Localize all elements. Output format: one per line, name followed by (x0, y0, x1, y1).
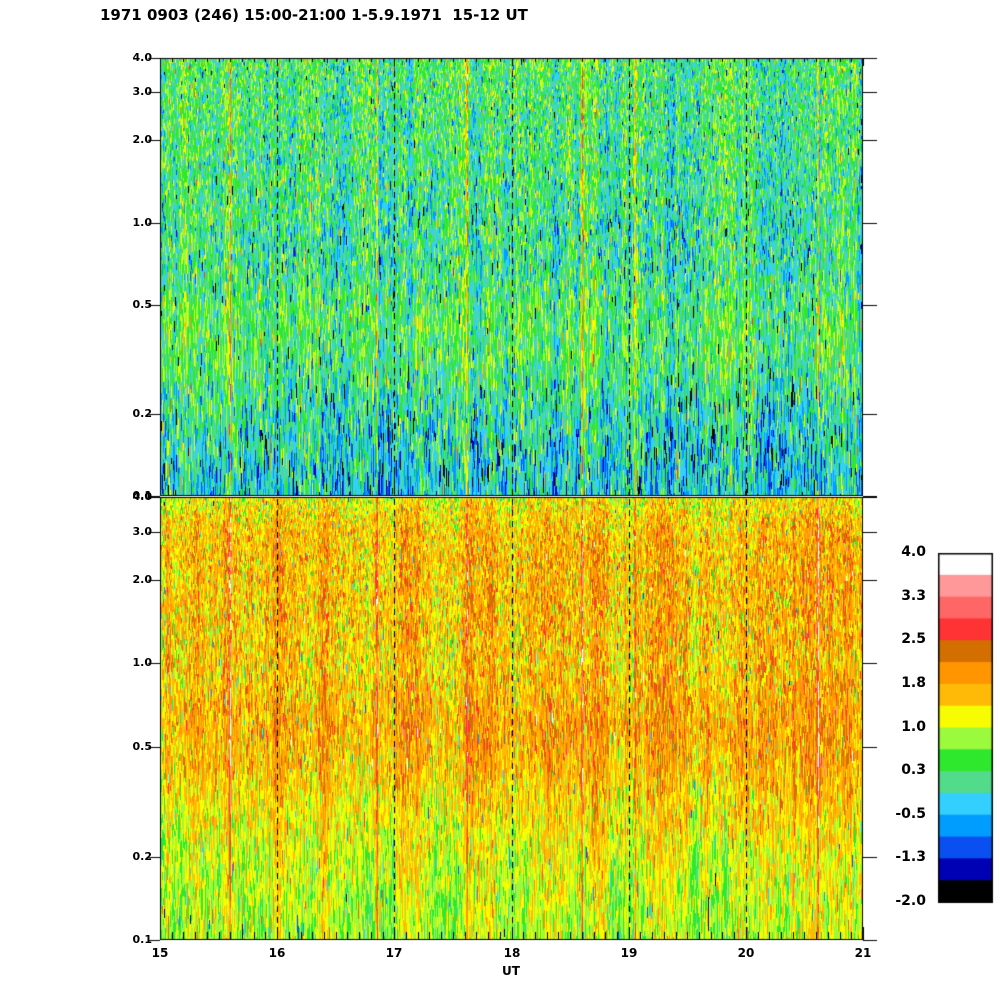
y-tick-label: 3.0 (132, 85, 153, 98)
colorbar-tick-label: 1.8 (901, 675, 926, 691)
y-tick-label: 0.1 (132, 489, 153, 502)
y-tick-label: 0.1 (132, 933, 153, 946)
y-tick-label: 0.5 (132, 298, 153, 311)
x-tick-label: 20 (737, 946, 755, 960)
y-tick-label: 0.2 (132, 850, 153, 863)
y-tick-label: 3.0 (132, 525, 153, 538)
y-tick-label: 0.5 (132, 740, 153, 753)
y-tick-label: 2.0 (132, 133, 153, 146)
x-tick-label: 15 (151, 946, 169, 960)
chart-title: 1971 0903 (246) 15:00-21:00 1-5.9.1971 1… (100, 6, 528, 24)
x-tick-label: 21 (854, 946, 872, 960)
y-tick-label: 1.0 (132, 656, 153, 669)
colorbar-tick-label: 1.0 (901, 719, 926, 735)
y-tick-label: 4.0 (132, 51, 153, 64)
x-tick-label: 17 (385, 946, 403, 960)
x-tick-label: 18 (503, 946, 521, 960)
x-axis-title: UT (502, 964, 520, 978)
colorbar-tick-label: -2.0 (895, 893, 926, 909)
colorbar-tick-label: -1.3 (895, 849, 926, 865)
colorbar-tick-label: 2.5 (901, 631, 926, 647)
y-tick-label: 2.0 (132, 573, 153, 586)
colorbar-tick-label: 0.3 (901, 762, 926, 778)
x-tick-label: 19 (620, 946, 638, 960)
colorbar-tick-label: 3.3 (901, 588, 926, 604)
x-tick-label: 16 (268, 946, 286, 960)
y-tick-label: 1.0 (132, 216, 153, 229)
y-tick-label: 4.0 (132, 490, 153, 503)
y-tick-label: 0.2 (132, 407, 153, 420)
colorbar-tick-label: -0.5 (895, 806, 926, 822)
colorbar-tick-label: 4.0 (901, 544, 926, 560)
